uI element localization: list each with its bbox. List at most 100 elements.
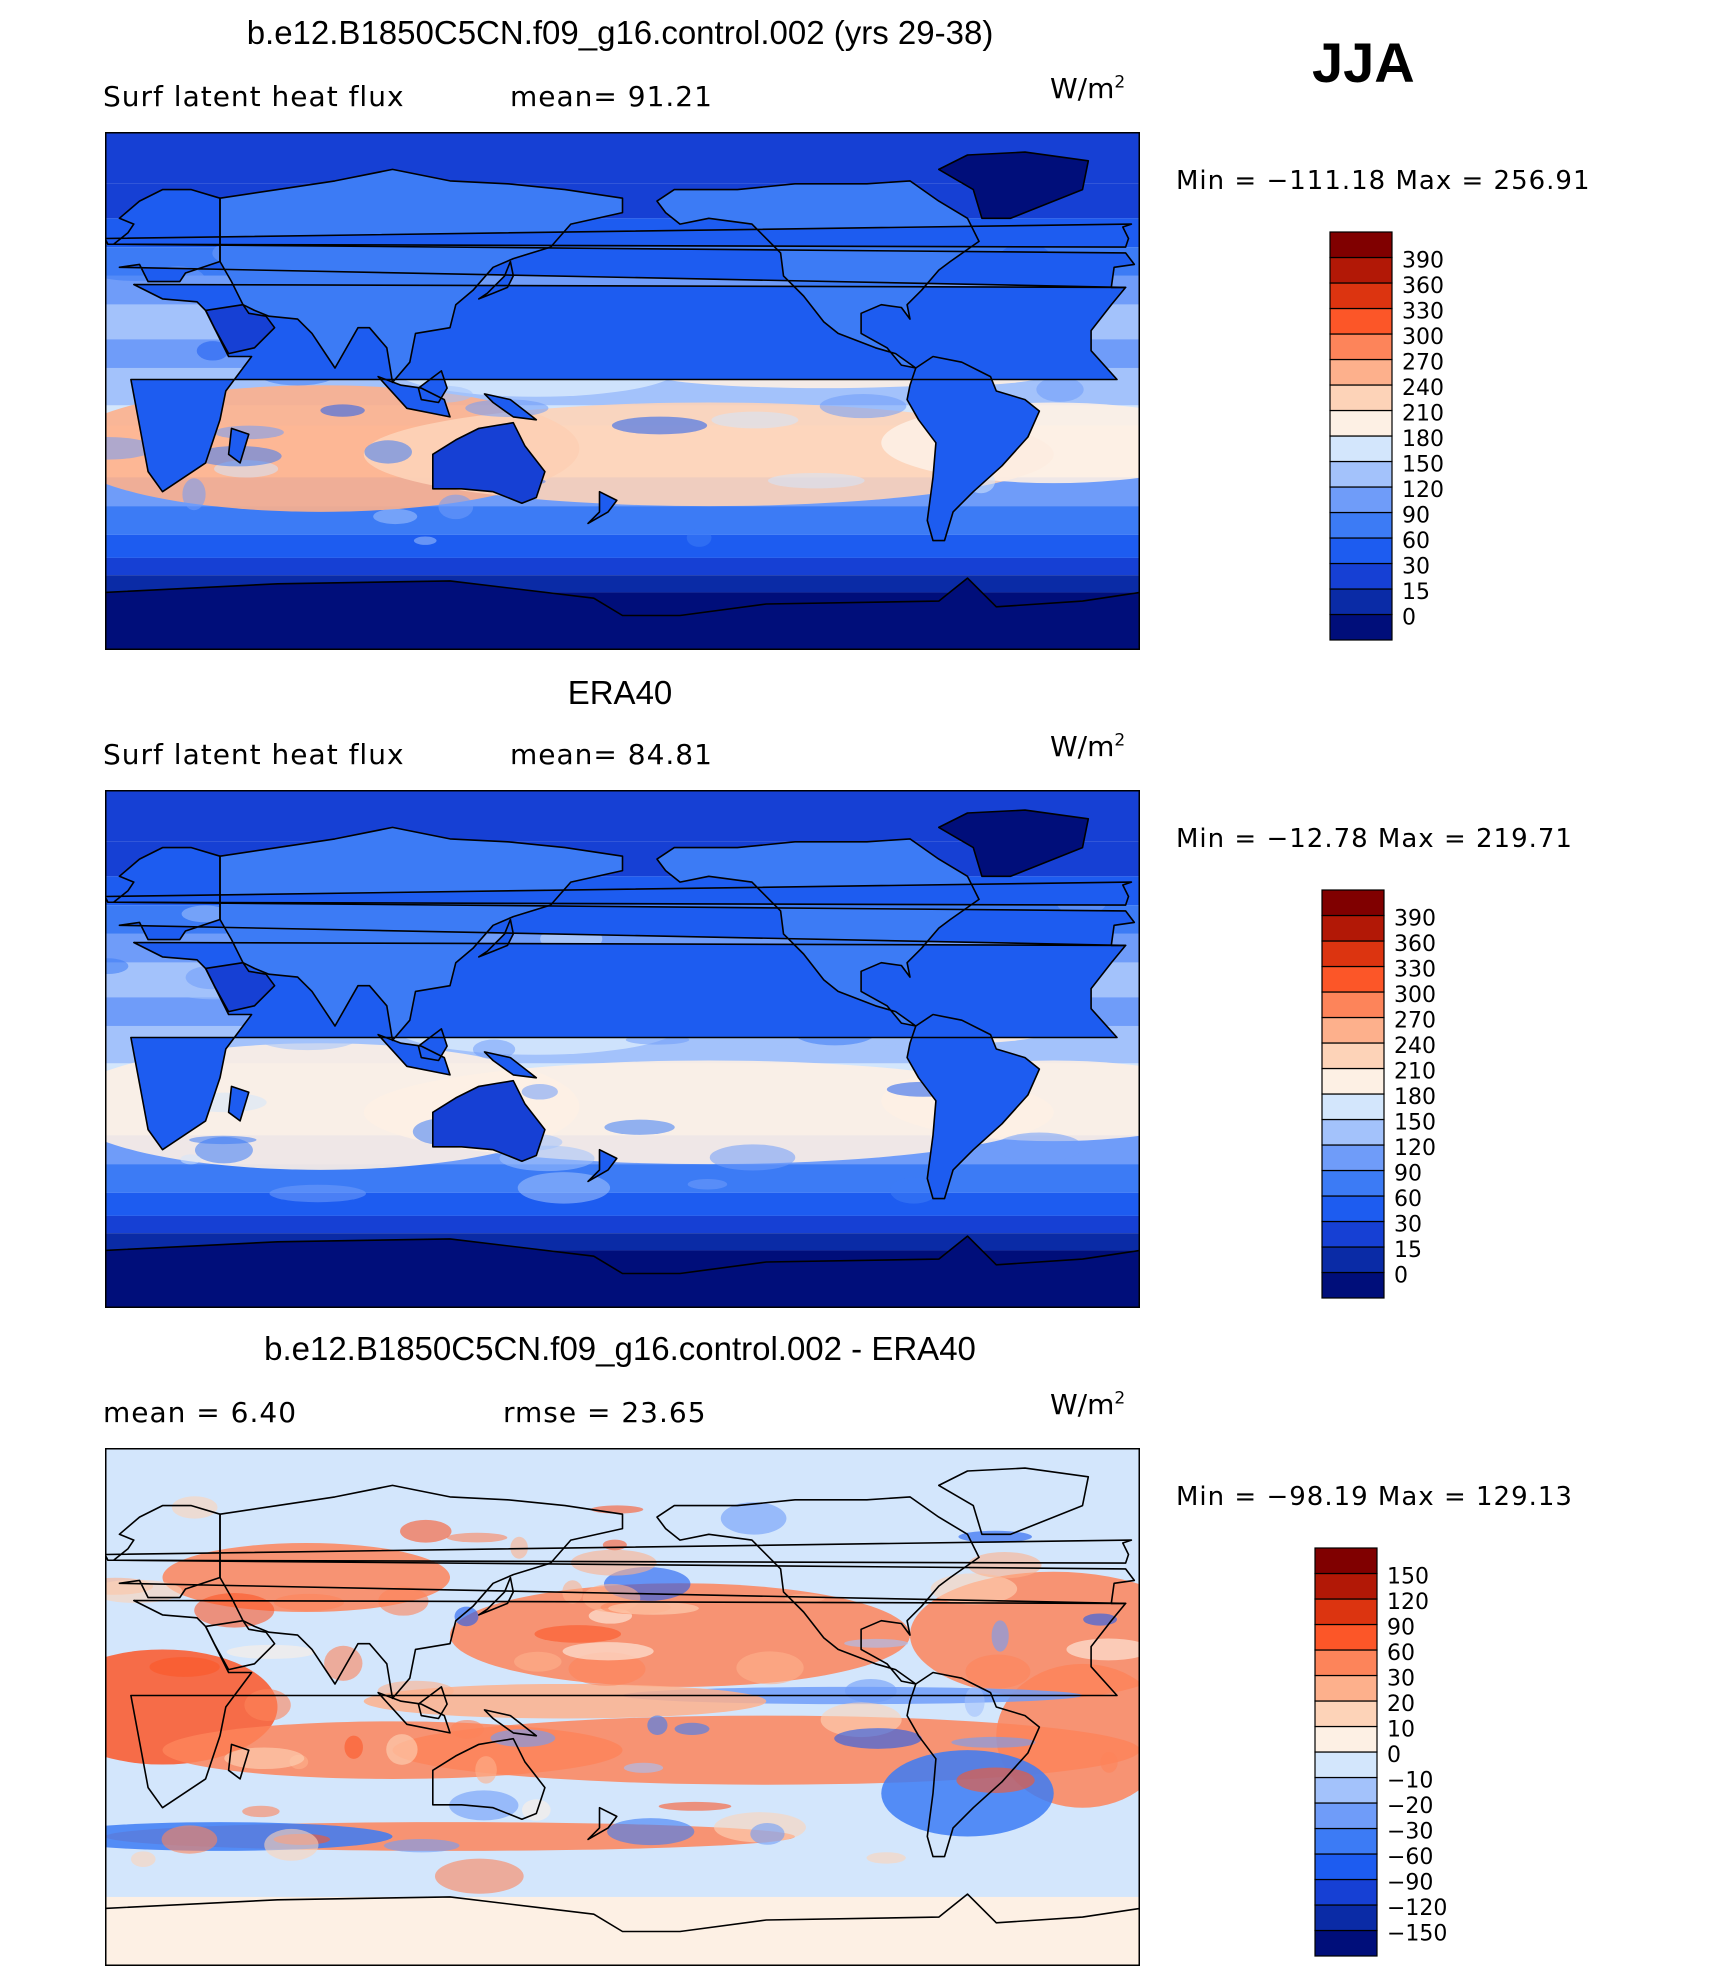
map-contour-region: [607, 1818, 695, 1846]
panel-1-minmax: Min = −111.18 Max = 256.91: [1176, 166, 1591, 196]
coastline: [432, 1079, 546, 1162]
coastline: [377, 1033, 451, 1076]
panel-3-title: b.e12.B1850C5CN.f09_g16.control.002 - ER…: [264, 1330, 976, 1367]
coastline: [938, 151, 1090, 220]
panel-2-variable-label: Surf latent heat flux: [103, 738, 405, 771]
map-contour-region: [844, 1638, 909, 1648]
map-contour-region: [149, 1657, 220, 1677]
map-contour-region: [674, 1722, 710, 1736]
colorbar-box: [1314, 1725, 1378, 1753]
colorbar-tick-label: 240: [1394, 1034, 1436, 1059]
colorbar-box: [1329, 613, 1393, 641]
colorbar-tick-label: 0: [1402, 606, 1416, 631]
map-contour-region: [604, 1119, 675, 1135]
colorbar-box: [1314, 1827, 1378, 1855]
coastline: [105, 1235, 1140, 1308]
panel-3-units: W/m2: [1050, 1388, 1126, 1421]
map-contour-region: [647, 1715, 668, 1735]
colorbar-box: [1329, 486, 1393, 514]
map-contour-region: [568, 1652, 646, 1686]
map-land-fill: [205, 304, 275, 354]
colorbar-tick-label: 60: [1394, 1187, 1422, 1212]
colorbar-tick-label: 390: [1402, 249, 1444, 274]
map-contour-region: [517, 1172, 611, 1204]
colorbar-box: [1329, 511, 1393, 539]
map-land-fill: [907, 1014, 1040, 1199]
colorbar-box: [1314, 1572, 1378, 1600]
colorbar-box: [1314, 1751, 1378, 1779]
colorbar-box: [1321, 1144, 1385, 1172]
colorbar-box: [1329, 562, 1393, 590]
colorbar-tick-label: 150: [1387, 1565, 1429, 1590]
coastline: [204, 1619, 276, 1671]
colorbar-tick-label: 120: [1402, 478, 1444, 503]
map-contour-region: [264, 1828, 319, 1861]
colorbar-tick-label: −10: [1387, 1769, 1433, 1794]
map-contour-region: [784, 1593, 825, 1603]
map-land-fill: [432, 422, 545, 504]
map-contour-region: [490, 1729, 556, 1747]
panel-1-map: [105, 132, 1140, 650]
map-band: [105, 557, 1140, 576]
coastline: [656, 1496, 980, 1685]
map-contour-region: [194, 1136, 253, 1164]
coastline: [587, 1148, 618, 1183]
map-contour-region: [687, 1179, 728, 1190]
coastline: [105, 577, 1140, 650]
colorbar-tick-label: 30: [1394, 1213, 1422, 1238]
map-contour-region: [881, 1750, 1054, 1837]
panel-1-variable-label: Surf latent heat flux: [103, 80, 405, 113]
map-contour-region: [611, 416, 708, 435]
map-contour-region: [244, 1689, 291, 1721]
colorbar-box: [1329, 307, 1393, 335]
panel-2-mean-label: mean= 84.81: [510, 738, 713, 771]
map-contour-region: [1066, 1638, 1140, 1661]
colorbar-tick-label: 210: [1394, 1060, 1436, 1085]
coastline: [483, 393, 538, 421]
coastline: [227, 1085, 250, 1122]
map-contour-region: [951, 1736, 1036, 1748]
colorbar-box: [1314, 1623, 1378, 1651]
coastline: [112, 846, 1136, 947]
coastline: [906, 355, 1041, 542]
map-land-fill: [378, 376, 450, 417]
colorbar-tick-label: 60: [1387, 1641, 1415, 1666]
map-contour-region: [590, 1505, 644, 1514]
colorbar-tick-label: 0: [1394, 1264, 1408, 1289]
colorbar-tick-label: 240: [1402, 376, 1444, 401]
colorbar-tick-label: 360: [1402, 274, 1444, 299]
map-contour-region: [214, 425, 284, 440]
map-contour-region: [819, 394, 907, 419]
map-contour-region: [450, 1583, 910, 1687]
map-contour-region: [995, 1132, 1083, 1162]
map-contour-region: [472, 1039, 516, 1060]
map-contour-region: [844, 1678, 897, 1703]
colorbar-box: [1329, 384, 1393, 412]
map-contour-region: [242, 1805, 280, 1818]
colorbar-tick-label: 90: [1394, 1162, 1422, 1187]
map-contour-region: [182, 478, 206, 511]
coastline: [105, 1893, 1140, 1966]
colorbar-tick-label: −60: [1387, 1845, 1433, 1870]
map-contour-region: [658, 1801, 732, 1811]
map-contour-region: [324, 1645, 363, 1681]
map-contour-region: [602, 1539, 627, 1551]
map-contour-region: [269, 1184, 367, 1203]
colorbar-tick-label: −20: [1387, 1794, 1433, 1819]
coastline: [478, 918, 515, 958]
map-frame: [105, 132, 1140, 650]
coastline: [227, 1743, 250, 1780]
colorbar-box: [1321, 940, 1385, 968]
colorbar-tick-label: 150: [1402, 453, 1444, 478]
map-land-fill: [588, 1149, 617, 1182]
colorbar-tick-label: 30: [1387, 1667, 1415, 1692]
map-contour-region: [454, 1606, 479, 1627]
map-contour-region: [105, 958, 129, 974]
map-land-fill: [588, 491, 617, 524]
colorbar-tick-label: −150: [1387, 1922, 1447, 1947]
map-contour-region: [570, 1549, 657, 1576]
panel-3-rmse-label: rmse = 23.65: [503, 1396, 707, 1429]
map-contour-region: [449, 1790, 519, 1821]
